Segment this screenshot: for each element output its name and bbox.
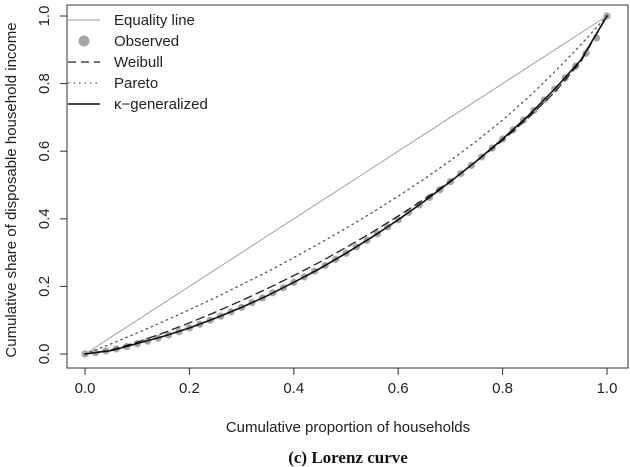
series-layer xyxy=(81,12,611,358)
series-line-3 xyxy=(84,15,608,355)
y-axis: 0.0 0.2 0.4 0.6 0.8 1.0 xyxy=(36,6,67,365)
legend-label: Equality line xyxy=(114,12,195,29)
y-tick-label: 0.8 xyxy=(36,73,53,94)
plot-border xyxy=(66,4,629,369)
series-line-2 xyxy=(84,15,608,355)
x-tick-label: 0.8 xyxy=(492,380,513,397)
y-tick-label: 0.0 xyxy=(36,344,53,365)
y-tick-label: 0.6 xyxy=(36,141,53,162)
series-line-0 xyxy=(84,15,608,355)
legend-item: Observed xyxy=(78,33,179,50)
x-tick-label: 0.0 xyxy=(75,380,96,397)
legend-label: κ−generalized xyxy=(114,96,208,113)
legend-swatch-point xyxy=(78,35,90,47)
x-tick-label: 0.2 xyxy=(179,380,200,397)
x-tick-label: 0.6 xyxy=(388,380,409,397)
x-tick-label: 0.4 xyxy=(283,380,304,397)
x-axis: 0.0 0.2 0.4 0.6 0.8 1.0 xyxy=(75,368,618,397)
legend-label: Weibull xyxy=(114,54,163,71)
x-tick-label: 1.0 xyxy=(597,380,618,397)
legend-label: Observed xyxy=(114,33,179,50)
x-axis-title: Cumulative proportion of households xyxy=(226,419,470,436)
legend-item: Pareto xyxy=(68,75,158,92)
legend-item: κ−generalized xyxy=(68,96,208,113)
y-axis-title: Cumulative share of disposable household… xyxy=(3,22,20,357)
figure-caption: (c) Lorenz curve xyxy=(288,448,408,467)
y-tick-label: 0.2 xyxy=(36,276,53,297)
legend-label: Pareto xyxy=(114,75,158,92)
legend-item: Weibull xyxy=(68,54,163,71)
legend-item: Equality line xyxy=(68,12,195,29)
legend: Equality line Observed Weibull Pareto κ−gene… xyxy=(68,12,208,113)
y-tick-label: 1.0 xyxy=(36,6,53,27)
plot-frame xyxy=(66,4,629,369)
y-tick-label: 0.4 xyxy=(36,208,53,229)
series-line-4 xyxy=(84,15,608,355)
